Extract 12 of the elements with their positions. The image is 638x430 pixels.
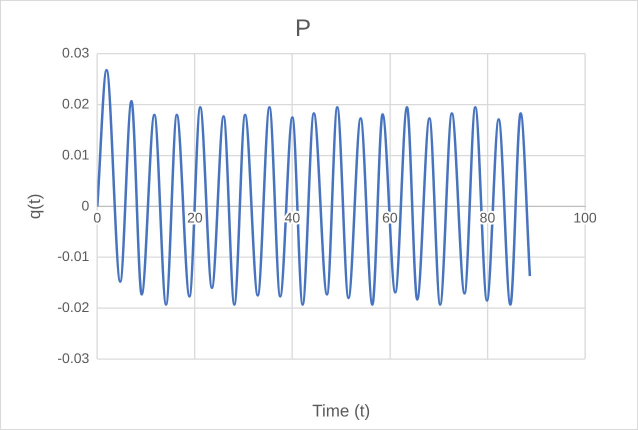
y-tick-label: -0.02 — [57, 298, 90, 315]
chart-title: P — [294, 15, 312, 42]
y-tick-label: 0.01 — [62, 146, 90, 162]
x-tick-label: 0 — [93, 209, 102, 226]
x-tick-label: 100 — [573, 209, 597, 226]
y-tick-label: 0.03 — [62, 44, 90, 61]
x-axis-title: Time (t) — [312, 402, 370, 421]
y-tick-label: 0 — [82, 197, 90, 214]
y-tick-label: -0.01 — [57, 248, 90, 264]
y-tick-label: -0.03 — [57, 350, 90, 366]
y-axis-title: q(t) — [24, 194, 44, 220]
y-tick-label: 0.02 — [62, 96, 90, 112]
